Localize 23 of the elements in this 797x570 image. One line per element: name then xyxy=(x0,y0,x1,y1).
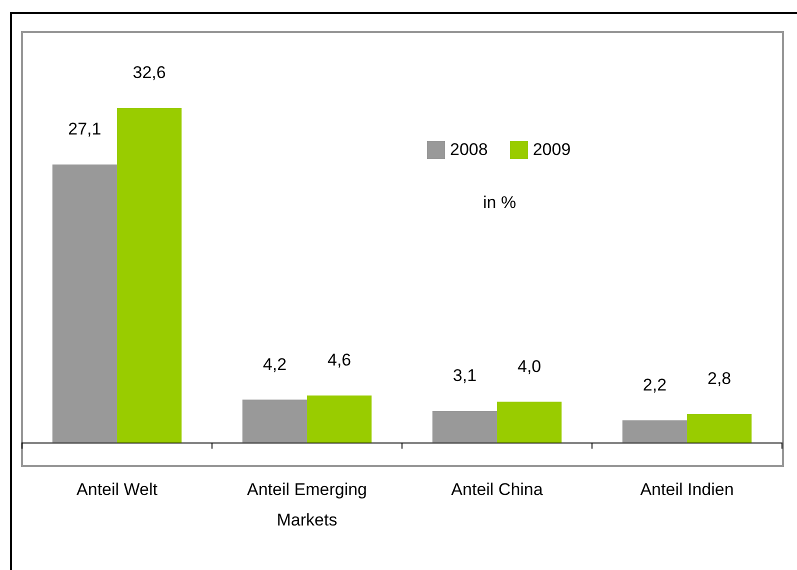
x-tick-label: Anteil Emerging Markets xyxy=(246,480,368,530)
data-label: 2,8 xyxy=(707,369,732,388)
data-label: 27,1 xyxy=(68,120,102,139)
legend-label: 2009 xyxy=(532,140,571,160)
bar xyxy=(242,400,307,443)
data-label: 32,6 xyxy=(132,63,166,82)
bar xyxy=(497,402,562,443)
x-tick-label: Anteil China xyxy=(451,480,544,499)
bar xyxy=(432,410,497,443)
data-label: 4,0 xyxy=(517,356,542,376)
bar xyxy=(622,420,687,443)
data-label: 4,6 xyxy=(327,350,352,370)
legend-label: 2008 xyxy=(450,140,488,160)
annotation: in % xyxy=(483,193,516,213)
x-tick-label: Anteil Indien xyxy=(640,480,734,499)
bar xyxy=(52,164,117,443)
data-label: 3,1 xyxy=(452,366,477,386)
bar xyxy=(117,108,182,443)
bar xyxy=(687,414,752,443)
data-label: 2,2 xyxy=(642,375,667,394)
data-label: 4,2 xyxy=(262,354,287,374)
bar xyxy=(307,396,372,443)
x-tick-label: Anteil Welt xyxy=(76,480,158,499)
